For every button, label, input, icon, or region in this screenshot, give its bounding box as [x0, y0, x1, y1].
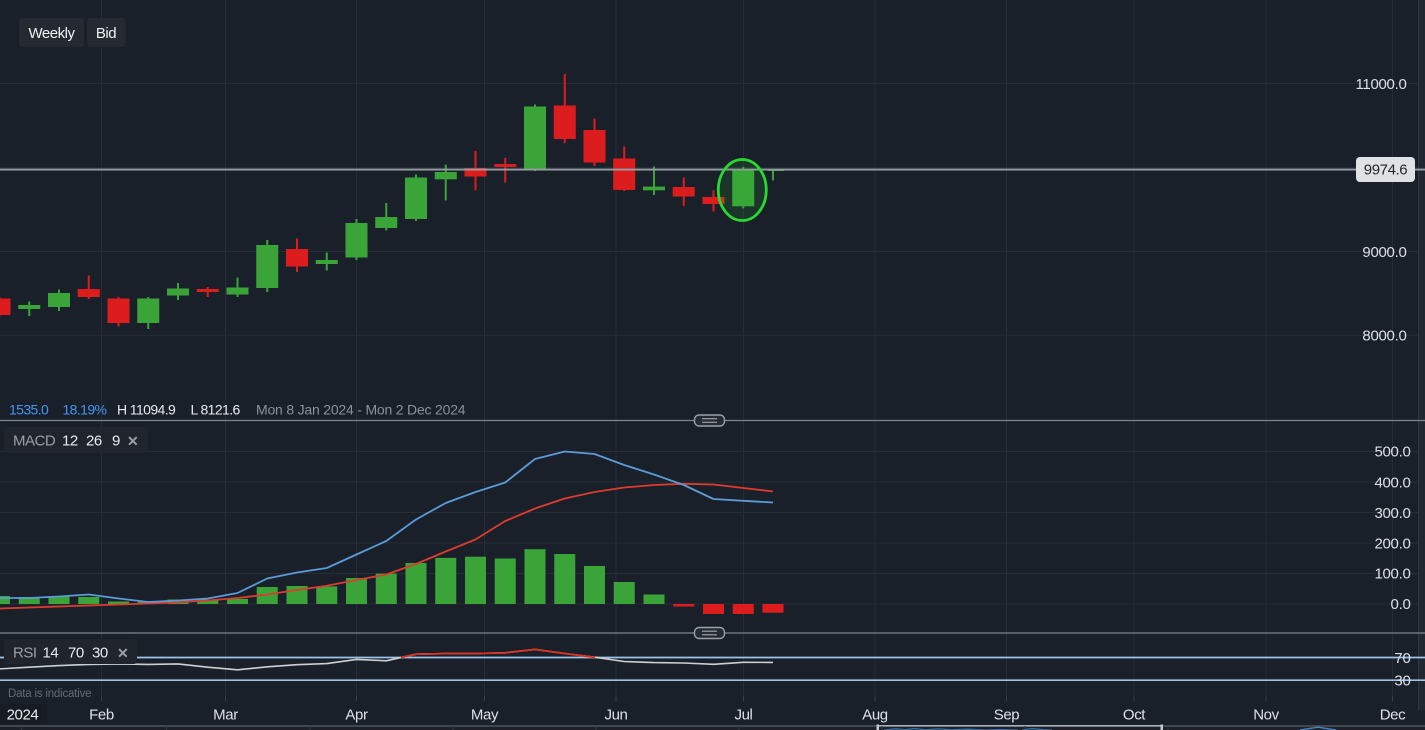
svg-text:Mar: Mar: [213, 707, 238, 724]
svg-text:11000.0: 11000.0: [1355, 76, 1406, 93]
svg-text:70: 70: [1394, 650, 1410, 667]
svg-text:Jun: Jun: [605, 707, 628, 724]
svg-text:Mon 8 Jan 2024 - Mon 2 Dec 202: Mon 8 Jan 2024 - Mon 2 Dec 2024: [256, 402, 466, 418]
svg-text:200.0: 200.0: [1374, 535, 1410, 552]
svg-text:Oct: Oct: [1123, 707, 1146, 724]
svg-text:H 11094.9: H 11094.9: [117, 402, 176, 418]
svg-text:✕: ✕: [117, 645, 128, 661]
svg-text:RSI: RSI: [13, 645, 37, 662]
svg-text:14: 14: [43, 645, 59, 662]
svg-text:12: 12: [62, 433, 78, 450]
svg-text:30: 30: [1394, 672, 1410, 689]
svg-text:Dec: Dec: [1380, 707, 1406, 724]
svg-text:9: 9: [112, 433, 120, 450]
svg-text:0.0: 0.0: [1391, 596, 1411, 613]
svg-text:L 8121.6: L 8121.6: [191, 402, 241, 418]
svg-text:Jul: Jul: [735, 707, 753, 724]
svg-text:9000.0: 9000.0: [1362, 244, 1406, 261]
svg-text:MACD: MACD: [13, 433, 56, 450]
svg-text:Feb: Feb: [89, 707, 114, 724]
svg-text:100.0: 100.0: [1374, 565, 1410, 582]
svg-text:Aug: Aug: [862, 707, 888, 724]
svg-text:8000.0: 8000.0: [1362, 328, 1406, 345]
svg-text:Weekly: Weekly: [29, 25, 76, 42]
svg-text:18.19%: 18.19%: [63, 402, 107, 418]
svg-text:2024: 2024: [7, 707, 39, 724]
svg-text:70: 70: [68, 645, 84, 662]
svg-text:Nov: Nov: [1253, 707, 1279, 724]
svg-text:9974.6: 9974.6: [1364, 162, 1408, 179]
svg-text:Apr: Apr: [345, 707, 368, 724]
svg-text:Bid: Bid: [96, 25, 116, 42]
svg-text:300.0: 300.0: [1374, 505, 1410, 522]
svg-text:May: May: [471, 707, 499, 724]
svg-text:400.0: 400.0: [1374, 474, 1410, 491]
svg-text:Sep: Sep: [994, 707, 1020, 724]
svg-text:500.0: 500.0: [1374, 443, 1410, 460]
svg-text:Data is indicative: Data is indicative: [8, 688, 91, 700]
svg-text:30: 30: [92, 645, 108, 662]
svg-text:1535.0: 1535.0: [9, 402, 49, 418]
svg-text:✕: ✕: [127, 433, 138, 449]
svg-text:26: 26: [86, 433, 102, 450]
